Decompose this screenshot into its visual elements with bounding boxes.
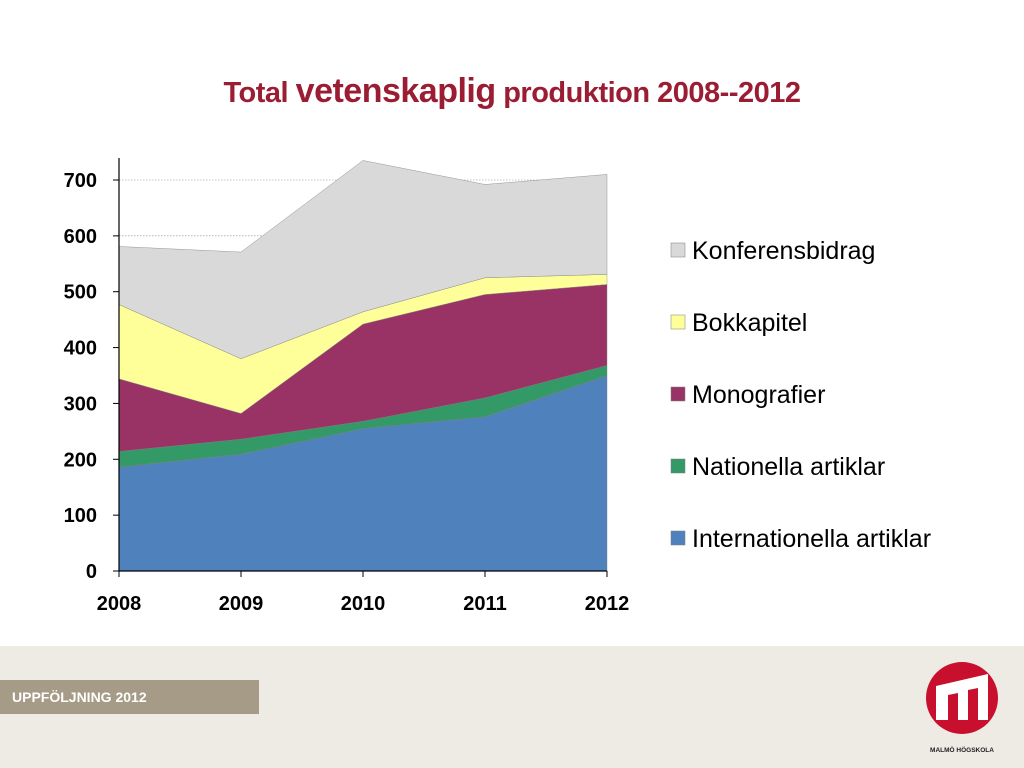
title-part-total: Total: [223, 77, 296, 109]
x-tick-label-2012: 2012: [585, 593, 630, 615]
chart-axes: 0 100 200 300 400 500 600 700 2008 2009 2010 2011 20…: [64, 158, 630, 615]
legend-label-bokkapitel: Bokkapitel: [692, 309, 807, 337]
area-series-konferensbidrag: [118, 160, 608, 359]
y-tick-label-400: 400: [64, 338, 97, 360]
x-tick-label-2010: 2010: [341, 593, 386, 615]
logo-mark-icon: [936, 674, 988, 720]
logo-text: MALMÖ HÖGSKOLA: [930, 745, 994, 754]
legend-swatch-konferensbidrag: [670, 242, 686, 258]
legend-label-monografier: Monografier: [692, 381, 825, 409]
title-part-vetenskaplig: vetenskaplig: [295, 72, 496, 110]
page-title: Total vetenskaplig produktion 2008--2012: [0, 72, 1024, 111]
y-tick-label-0: 0: [86, 561, 97, 583]
legend-label-nationella-artiklar: Nationella artiklar: [692, 453, 885, 481]
y-tick-label-300: 300: [64, 393, 97, 415]
y-tick-label-500: 500: [64, 282, 97, 304]
x-tick-label-2009: 2009: [219, 593, 264, 615]
legend-label-internationella-artiklar: Internationella artiklar: [692, 525, 931, 553]
malmo-hogskola-logo: MALMÖ HÖGSKOLA: [926, 662, 998, 754]
x-tick-label-2008: 2008: [97, 593, 142, 615]
y-tick-label-100: 100: [64, 505, 97, 527]
y-tick-label-700: 700: [64, 170, 97, 192]
y-tick-label-600: 600: [64, 226, 97, 248]
chart-legend: Konferensbidrag Bokkapitel Monografier Nati…: [670, 237, 931, 553]
legend-label-konferensbidrag: Konferensbidrag: [692, 237, 875, 265]
legend-swatch-nationella-artiklar: [670, 458, 686, 474]
legend-swatch-bokkapitel: [670, 314, 686, 330]
x-tick-label-2011: 2011: [463, 593, 506, 615]
stacked-area-chart: 0 100 200 300 400 500 600 700 2008 2009 2010 2011 20…: [64, 158, 931, 615]
legend-swatch-internationella-artiklar: [670, 530, 686, 546]
footer-tag: UPPFÖLJNING 2012: [0, 680, 259, 714]
chart-areas: [118, 160, 608, 572]
y-tick-label-200: 200: [64, 449, 97, 471]
title-part-produktion: produktion 2008--2012: [495, 77, 801, 109]
legend-swatch-monografier: [670, 386, 686, 402]
